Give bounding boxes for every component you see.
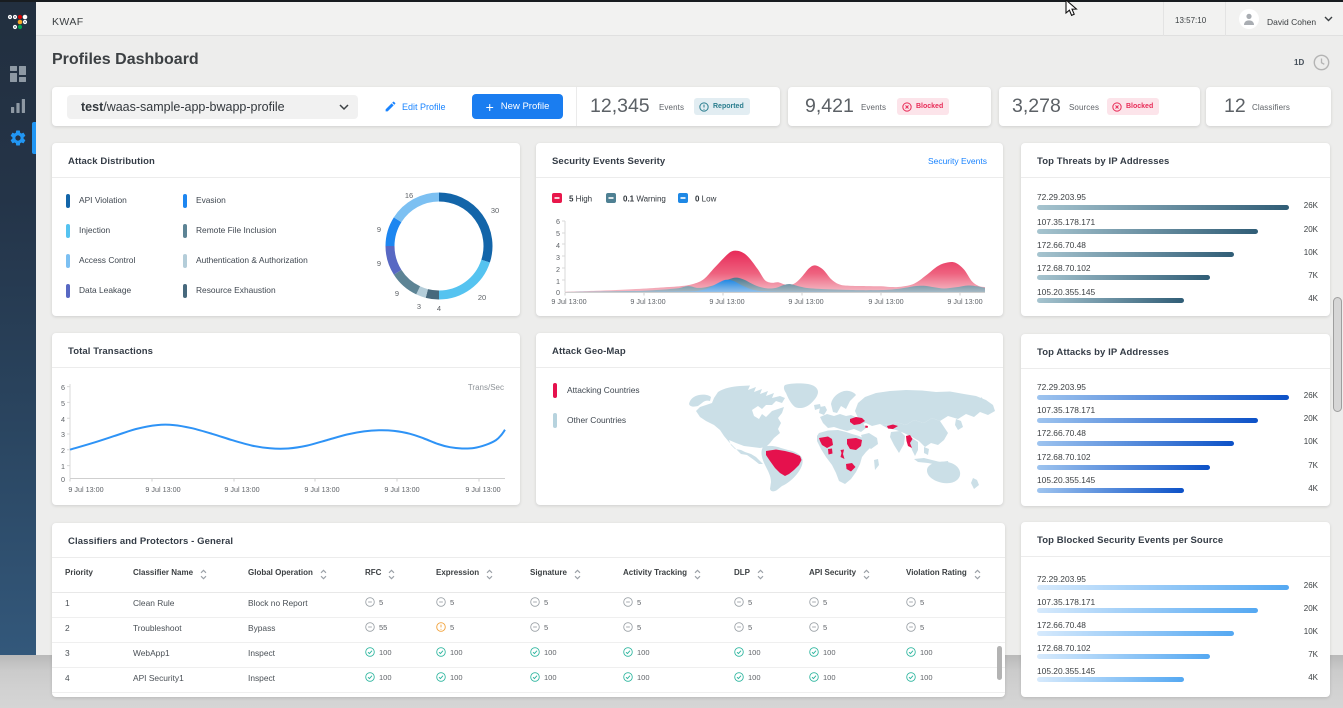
- svg-text:5 High: 5 High: [569, 195, 592, 204]
- svg-text:1: 1: [556, 277, 560, 286]
- svg-text:9 Jul 13:00: 9 Jul 13:00: [68, 485, 103, 494]
- svg-text:6: 6: [61, 383, 65, 392]
- svg-text:4: 4: [61, 415, 65, 424]
- svg-text:9 Jul 13:00: 9 Jul 13:00: [384, 485, 419, 494]
- svg-text:9 Jul 13:00: 9 Jul 13:00: [551, 297, 586, 306]
- svg-text:9: 9: [377, 225, 381, 234]
- svg-text:30: 30: [491, 206, 499, 215]
- svg-text:0: 0: [61, 475, 65, 484]
- svg-text:1: 1: [61, 462, 65, 471]
- svg-text:20: 20: [478, 293, 486, 302]
- svg-text:0.1 Warning: 0.1 Warning: [623, 195, 666, 204]
- svg-text:3: 3: [417, 302, 421, 311]
- svg-text:9: 9: [395, 289, 399, 298]
- svg-text:0: 0: [556, 288, 560, 297]
- svg-text:5: 5: [61, 399, 65, 408]
- svg-text:9 Jul 13:00: 9 Jul 13:00: [630, 297, 665, 306]
- svg-text:9 Jul 13:00: 9 Jul 13:00: [868, 297, 903, 306]
- svg-text:2: 2: [556, 265, 560, 274]
- svg-text:9 Jul 13:00: 9 Jul 13:00: [465, 485, 500, 494]
- svg-text:Trans/Sec: Trans/Sec: [468, 383, 504, 392]
- svg-text:9: 9: [377, 259, 381, 268]
- svg-text:3: 3: [61, 430, 65, 439]
- svg-text:9 Jul 13:00: 9 Jul 13:00: [304, 485, 339, 494]
- svg-text:6: 6: [556, 217, 560, 226]
- svg-text:5: 5: [556, 229, 560, 238]
- svg-text:9 Jul 13:00: 9 Jul 13:00: [709, 297, 744, 306]
- svg-text:0 Low: 0 Low: [695, 195, 717, 204]
- svg-text:9 Jul 13:00: 9 Jul 13:00: [224, 485, 259, 494]
- svg-text:3: 3: [556, 253, 560, 262]
- svg-text:9 Jul 13:00: 9 Jul 13:00: [947, 297, 982, 306]
- svg-text:2: 2: [61, 446, 65, 455]
- svg-text:16: 16: [405, 191, 413, 200]
- svg-text:4: 4: [437, 304, 441, 313]
- svg-text:9 Jul 13:00: 9 Jul 13:00: [145, 485, 180, 494]
- svg-text:9 Jul 13:00: 9 Jul 13:00: [788, 297, 823, 306]
- svg-text:4: 4: [556, 241, 560, 250]
